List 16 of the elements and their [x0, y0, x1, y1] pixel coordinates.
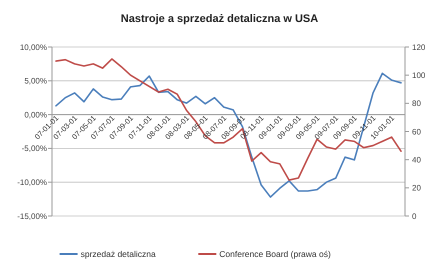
y2-tick-label: 20 [412, 184, 422, 193]
y-tick-label: -5,00% [22, 144, 47, 154]
y2-tick-label: 0 [412, 212, 417, 221]
y-tick-label: 10,00% [20, 42, 47, 52]
y2-tick-label: 40 [412, 155, 422, 164]
y2-tick-label: 60 [412, 127, 422, 136]
chart-title: Nastroje a sprzedaż detaliczna w USA [120, 13, 318, 25]
legend-label: Conference Board (prawa oś) [219, 248, 331, 259]
y-tick-label: -15,00% [17, 212, 47, 221]
legend-label: sprzedaż detaliczna [80, 248, 156, 259]
y2-tick-label: 80 [412, 99, 422, 108]
y-tick-label: -10,00% [17, 178, 47, 187]
y-tick-label: 0,00% [24, 110, 47, 120]
y2-tick-label: 100 [412, 70, 426, 80]
y-tick-label: 5,00% [24, 76, 47, 86]
y2-tick-label: 120 [412, 42, 426, 52]
